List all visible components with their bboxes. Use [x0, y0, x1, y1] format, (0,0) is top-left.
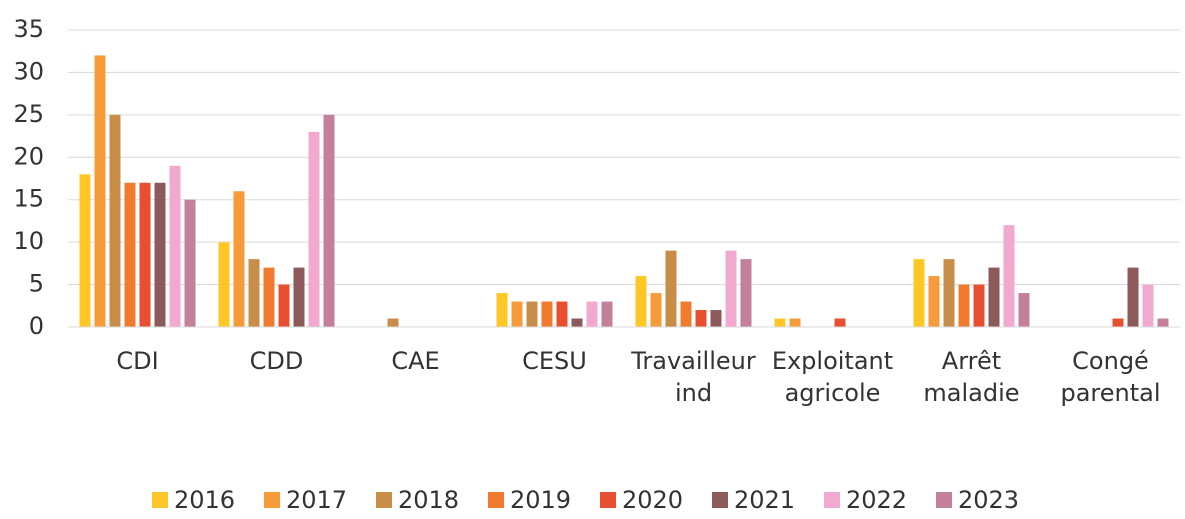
bar [1003, 225, 1015, 327]
legend-swatch [264, 492, 280, 508]
y-tick-label: 5 [29, 270, 44, 298]
bar [218, 242, 230, 327]
bar [278, 284, 290, 327]
bar [789, 318, 801, 327]
legend-label: 2023 [958, 486, 1019, 514]
bar [323, 114, 335, 327]
bar [695, 310, 707, 327]
bar [124, 182, 136, 327]
legend-swatch [488, 492, 504, 508]
bar [834, 318, 846, 327]
legend-swatch [936, 492, 952, 508]
legend-label: 2017 [286, 486, 347, 514]
bar [154, 182, 166, 327]
x-tick-label: Arrêt maladie [923, 347, 1019, 407]
bar [526, 301, 538, 327]
bar [1127, 267, 1139, 327]
y-tick-label: 30 [13, 57, 44, 85]
bar [233, 191, 245, 327]
bar [943, 259, 955, 327]
bar [169, 165, 181, 327]
y-tick-label: 25 [13, 100, 44, 128]
bar [541, 301, 553, 327]
bar [94, 55, 106, 327]
bar [496, 293, 508, 327]
legend-label: 2021 [734, 486, 795, 514]
legend-label: 2019 [510, 486, 571, 514]
bar [109, 114, 121, 327]
bar [973, 284, 985, 327]
bar [571, 318, 583, 327]
legend-swatch [376, 492, 392, 508]
bar [1142, 284, 1154, 327]
bar [928, 276, 940, 327]
legend-label: 2020 [622, 486, 683, 514]
bar [1018, 293, 1030, 327]
bar [650, 293, 662, 327]
legend-swatch [152, 492, 168, 508]
bar [665, 250, 677, 327]
x-tick-label: CAE [391, 347, 439, 375]
bar [79, 174, 91, 327]
bar [740, 259, 752, 327]
legend-swatch [712, 492, 728, 508]
bar [293, 267, 305, 327]
bar [248, 259, 260, 327]
y-tick-label: 15 [13, 185, 44, 213]
bar [184, 199, 196, 327]
x-tick-label: CESU [522, 347, 587, 375]
bar [958, 284, 970, 327]
bar [308, 131, 320, 327]
bar [988, 267, 1000, 327]
legend-swatch [824, 492, 840, 508]
y-tick-label: 0 [29, 312, 44, 340]
legend-label: 2018 [398, 486, 459, 514]
bar [387, 318, 399, 327]
y-tick-label: 20 [13, 142, 44, 170]
bar [725, 250, 737, 327]
x-tick-label: Travailleur ind [630, 347, 756, 407]
bar [586, 301, 598, 327]
bar [680, 301, 692, 327]
bar [1157, 318, 1169, 327]
x-tick-label: CDD [250, 347, 304, 375]
y-tick-label: 35 [13, 15, 44, 43]
legend-swatch [600, 492, 616, 508]
y-tick-label: 10 [13, 227, 44, 255]
x-tick-label: Congé parental [1060, 347, 1160, 407]
x-tick-label: Exploitant agricole [772, 347, 893, 407]
bar [556, 301, 568, 327]
x-tick-label: CDI [116, 347, 158, 375]
bar [710, 310, 722, 327]
bar [601, 301, 613, 327]
bar [1112, 318, 1124, 327]
bar [913, 259, 925, 327]
bar [511, 301, 523, 327]
legend-label: 2022 [846, 486, 907, 514]
bar [774, 318, 786, 327]
bar [263, 267, 275, 327]
legend-label: 2016 [174, 486, 235, 514]
bar [635, 276, 647, 327]
bar [139, 182, 151, 327]
